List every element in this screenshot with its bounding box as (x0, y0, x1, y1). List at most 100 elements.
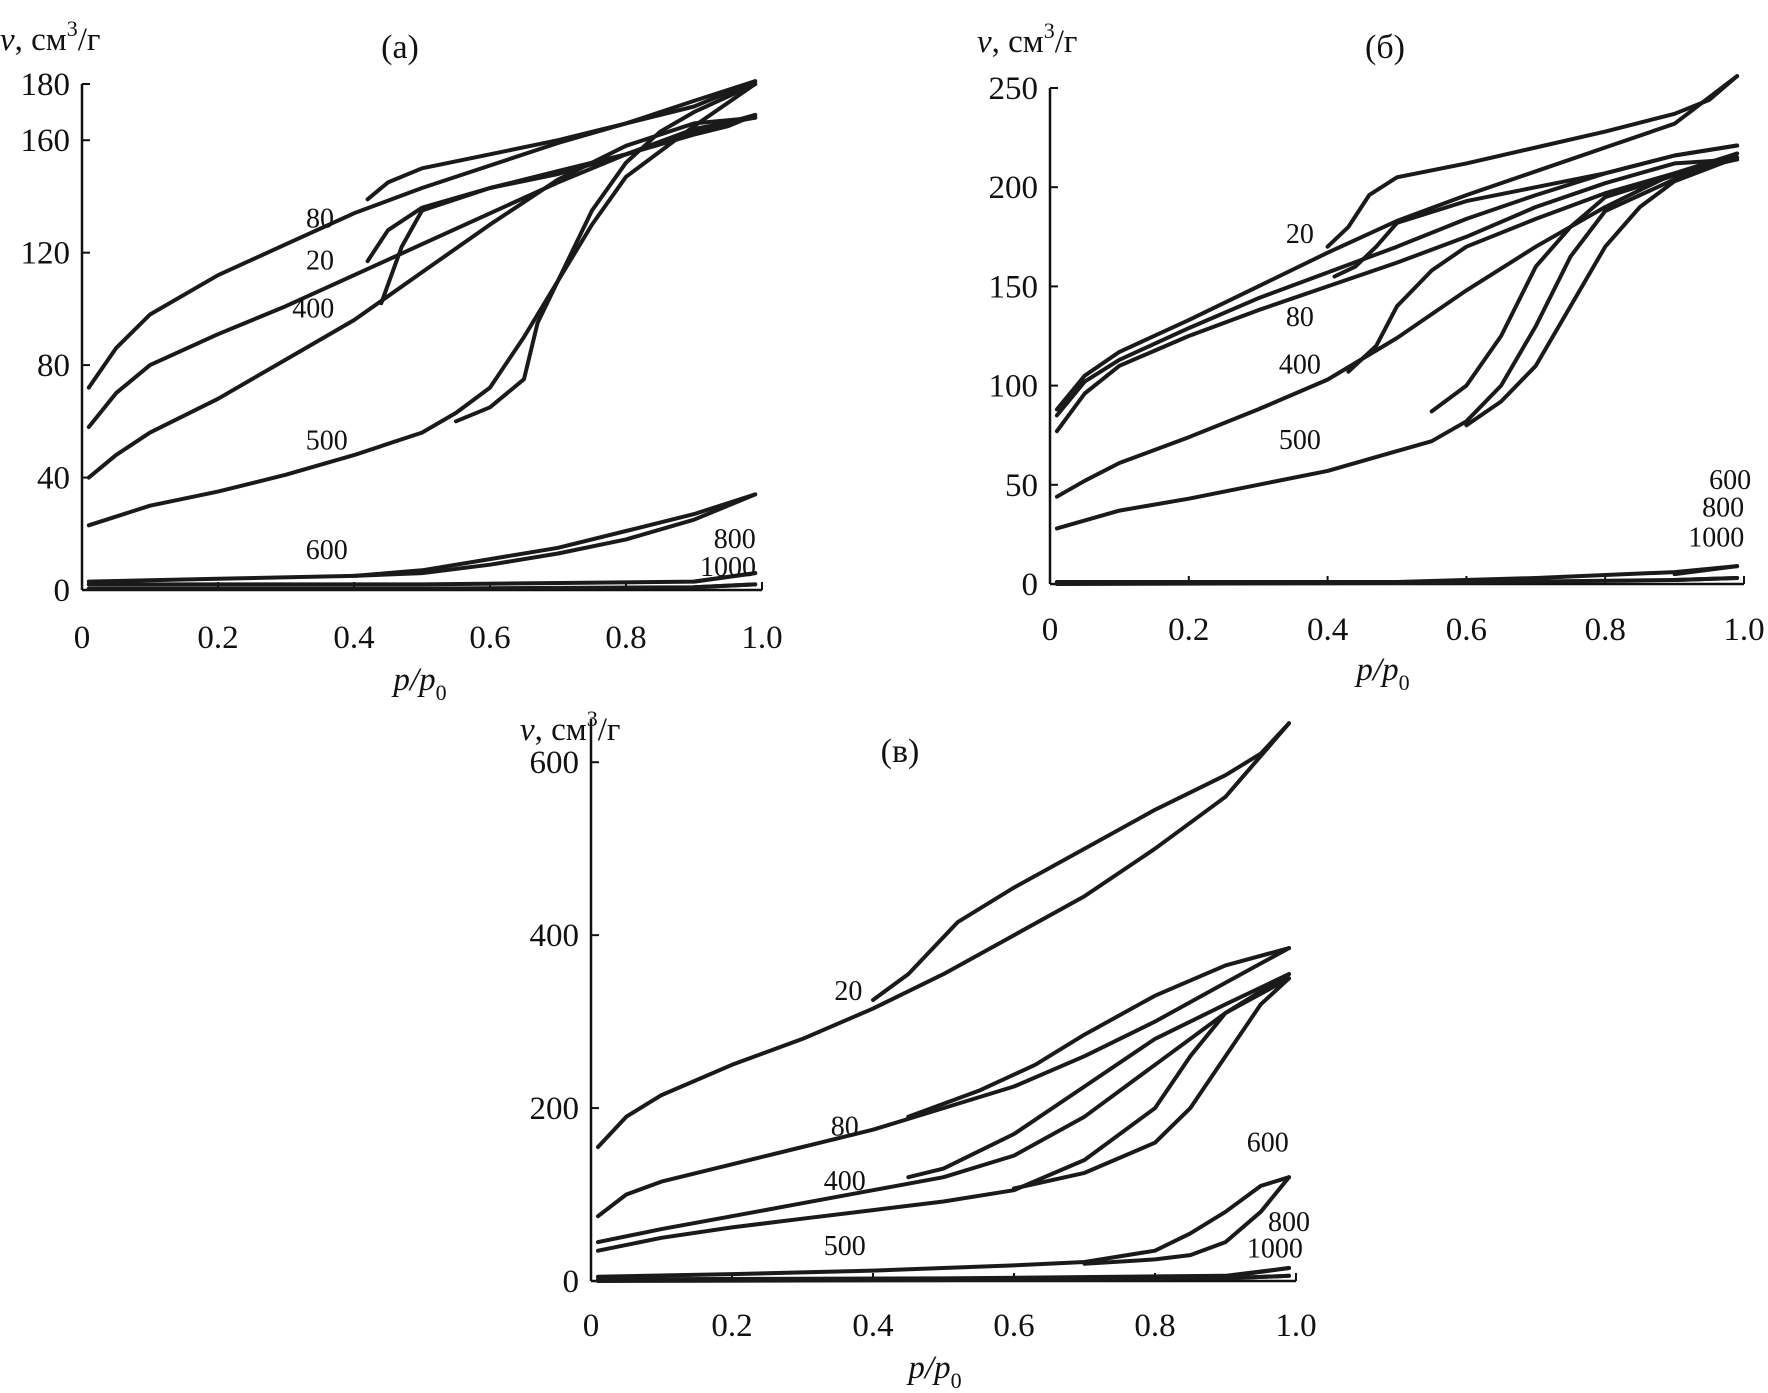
series-600-adsorption-line (86, 492, 758, 584)
series-600-desorption-line (1464, 155, 1740, 428)
series-400-desorption-line (906, 972, 1291, 1180)
series-80: 80 (86, 79, 758, 390)
series-80-desorption-line (1332, 143, 1740, 279)
series-600: 600 (596, 1127, 1291, 1279)
series-400-desorption-line (379, 115, 758, 306)
panel-label: (в) (881, 733, 920, 770)
series-label: 400 (824, 1166, 866, 1197)
series-80: 80 (596, 946, 1291, 1219)
y-tick-label: 0 (563, 1264, 580, 1300)
series-400-adsorption-line (86, 115, 758, 480)
y-tick-label: 250 (989, 71, 1039, 107)
series-400: 400 (596, 972, 1291, 1245)
series-1000: 1000 (86, 552, 758, 591)
series-500-adsorption-line (86, 82, 758, 528)
series-600-adsorption-line (596, 1175, 1291, 1279)
series-80-adsorption-line (596, 946, 1291, 1219)
x-tick-label: 0.8 (605, 620, 646, 656)
y-axis-label: v, см3/г (977, 18, 1077, 60)
series-1000-desorption-line (1672, 576, 1740, 582)
y-axis-label: v, см3/г (520, 706, 620, 748)
y-axis-label: v, см3/г (0, 16, 100, 58)
series-label: 800 (714, 524, 756, 555)
y-tick-label: 600 (530, 745, 580, 781)
series-20-desorption-line (365, 112, 758, 264)
series-1000-desorption-line (692, 582, 758, 590)
x-tick-label: 0 (74, 620, 91, 656)
y-tick-label: 40 (37, 461, 70, 497)
series-label: 80 (306, 203, 334, 234)
series-400-adsorption-line (596, 972, 1291, 1245)
x-tick-label: 0.2 (711, 1308, 752, 1344)
y-tick-label: 180 (21, 67, 71, 103)
y-tick-label: 80 (37, 348, 70, 384)
series-label: 600 (1247, 1127, 1289, 1158)
series-label: 20 (306, 246, 334, 277)
series-20-desorption-line (1325, 74, 1740, 249)
panel-label: (a) (381, 29, 419, 66)
x-tick-label: 0 (583, 1308, 600, 1344)
x-tick-label: 0.8 (1134, 1308, 1175, 1344)
x-tick-label: 0.6 (993, 1308, 1034, 1344)
x-tick-label: 0.6 (469, 620, 510, 656)
series-500: 500 (596, 976, 1291, 1262)
panel-label: (б) (1365, 29, 1405, 66)
x-tick-label: 0 (1042, 612, 1059, 648)
series-20: 20 (1054, 74, 1740, 412)
x-tick-label: 0.4 (852, 1308, 893, 1344)
y-tick-label: 200 (989, 170, 1039, 206)
y-tick-label: 120 (21, 236, 71, 272)
series-800: 800 (1054, 493, 1744, 584)
series-label: 1000 (700, 552, 756, 583)
series-80-desorption-line (365, 79, 758, 202)
series-label: 500 (824, 1231, 866, 1262)
series-800-desorption-line (1672, 564, 1740, 577)
x-axis-label: p/p0 (1354, 652, 1409, 695)
y-tick-label: 160 (21, 123, 71, 159)
series-20-adsorption-line (596, 721, 1291, 1149)
series-label: 1000 (1247, 1234, 1303, 1265)
series-500: 500 (86, 82, 758, 528)
series-1000: 1000 (1054, 522, 1744, 586)
y-tick-label: 200 (530, 1091, 580, 1127)
x-tick-label: 0.2 (1168, 612, 1209, 648)
series-800: 800 (86, 524, 758, 587)
series-400: 400 (1054, 157, 1740, 434)
x-tick-label: 1.0 (1723, 612, 1764, 648)
series-label: 80 (1286, 302, 1314, 333)
series-20-desorption-line (871, 721, 1291, 1002)
x-tick-label: 1.0 (1275, 1308, 1316, 1344)
series-label: 1000 (1688, 522, 1744, 553)
series-800-desorption-line (1223, 1266, 1291, 1279)
x-tick-label: 0.6 (1446, 612, 1487, 648)
series-400-adsorption-line (1054, 157, 1740, 434)
series-20-adsorption-line (1054, 74, 1740, 412)
series-500-desorption-line (454, 82, 758, 424)
y-tick-label: 50 (1005, 468, 1038, 504)
series-500-desorption-line (1429, 151, 1740, 414)
chart-panel-a: 0 0.2 0.4 0.6 0.8 1.0 0 40 80 120 160 180 v, см3/г p/… (0, 16, 783, 705)
x-tick-label: 0.4 (1307, 612, 1348, 648)
x-tick-label: 0.8 (1585, 612, 1626, 648)
series-1000: 1000 (596, 1234, 1303, 1283)
series-80-adsorption-line (86, 79, 758, 390)
series-800-desorption-line (692, 571, 758, 584)
y-tick-label: 100 (989, 369, 1039, 405)
series-label: 400 (292, 293, 334, 324)
series-1000-desorption-line (1223, 1273, 1291, 1281)
series-label: 600 (1709, 465, 1751, 496)
series-500-adsorption-line (596, 976, 1291, 1253)
series-label: 20 (1286, 219, 1314, 250)
series-600: 600 (1054, 155, 1751, 531)
series-400: 400 (86, 115, 758, 480)
series-600-adsorption-line (1054, 155, 1740, 531)
x-tick-label: 0.4 (333, 620, 374, 656)
series-80-desorption-line (906, 946, 1291, 1119)
series-label: 800 (1702, 493, 1744, 524)
x-axis-label: p/p0 (391, 662, 446, 705)
y-tick-label: 0 (54, 573, 71, 609)
x-axis-label: p/p0 (906, 1350, 961, 1393)
y-tick-label: 0 (1022, 567, 1039, 603)
